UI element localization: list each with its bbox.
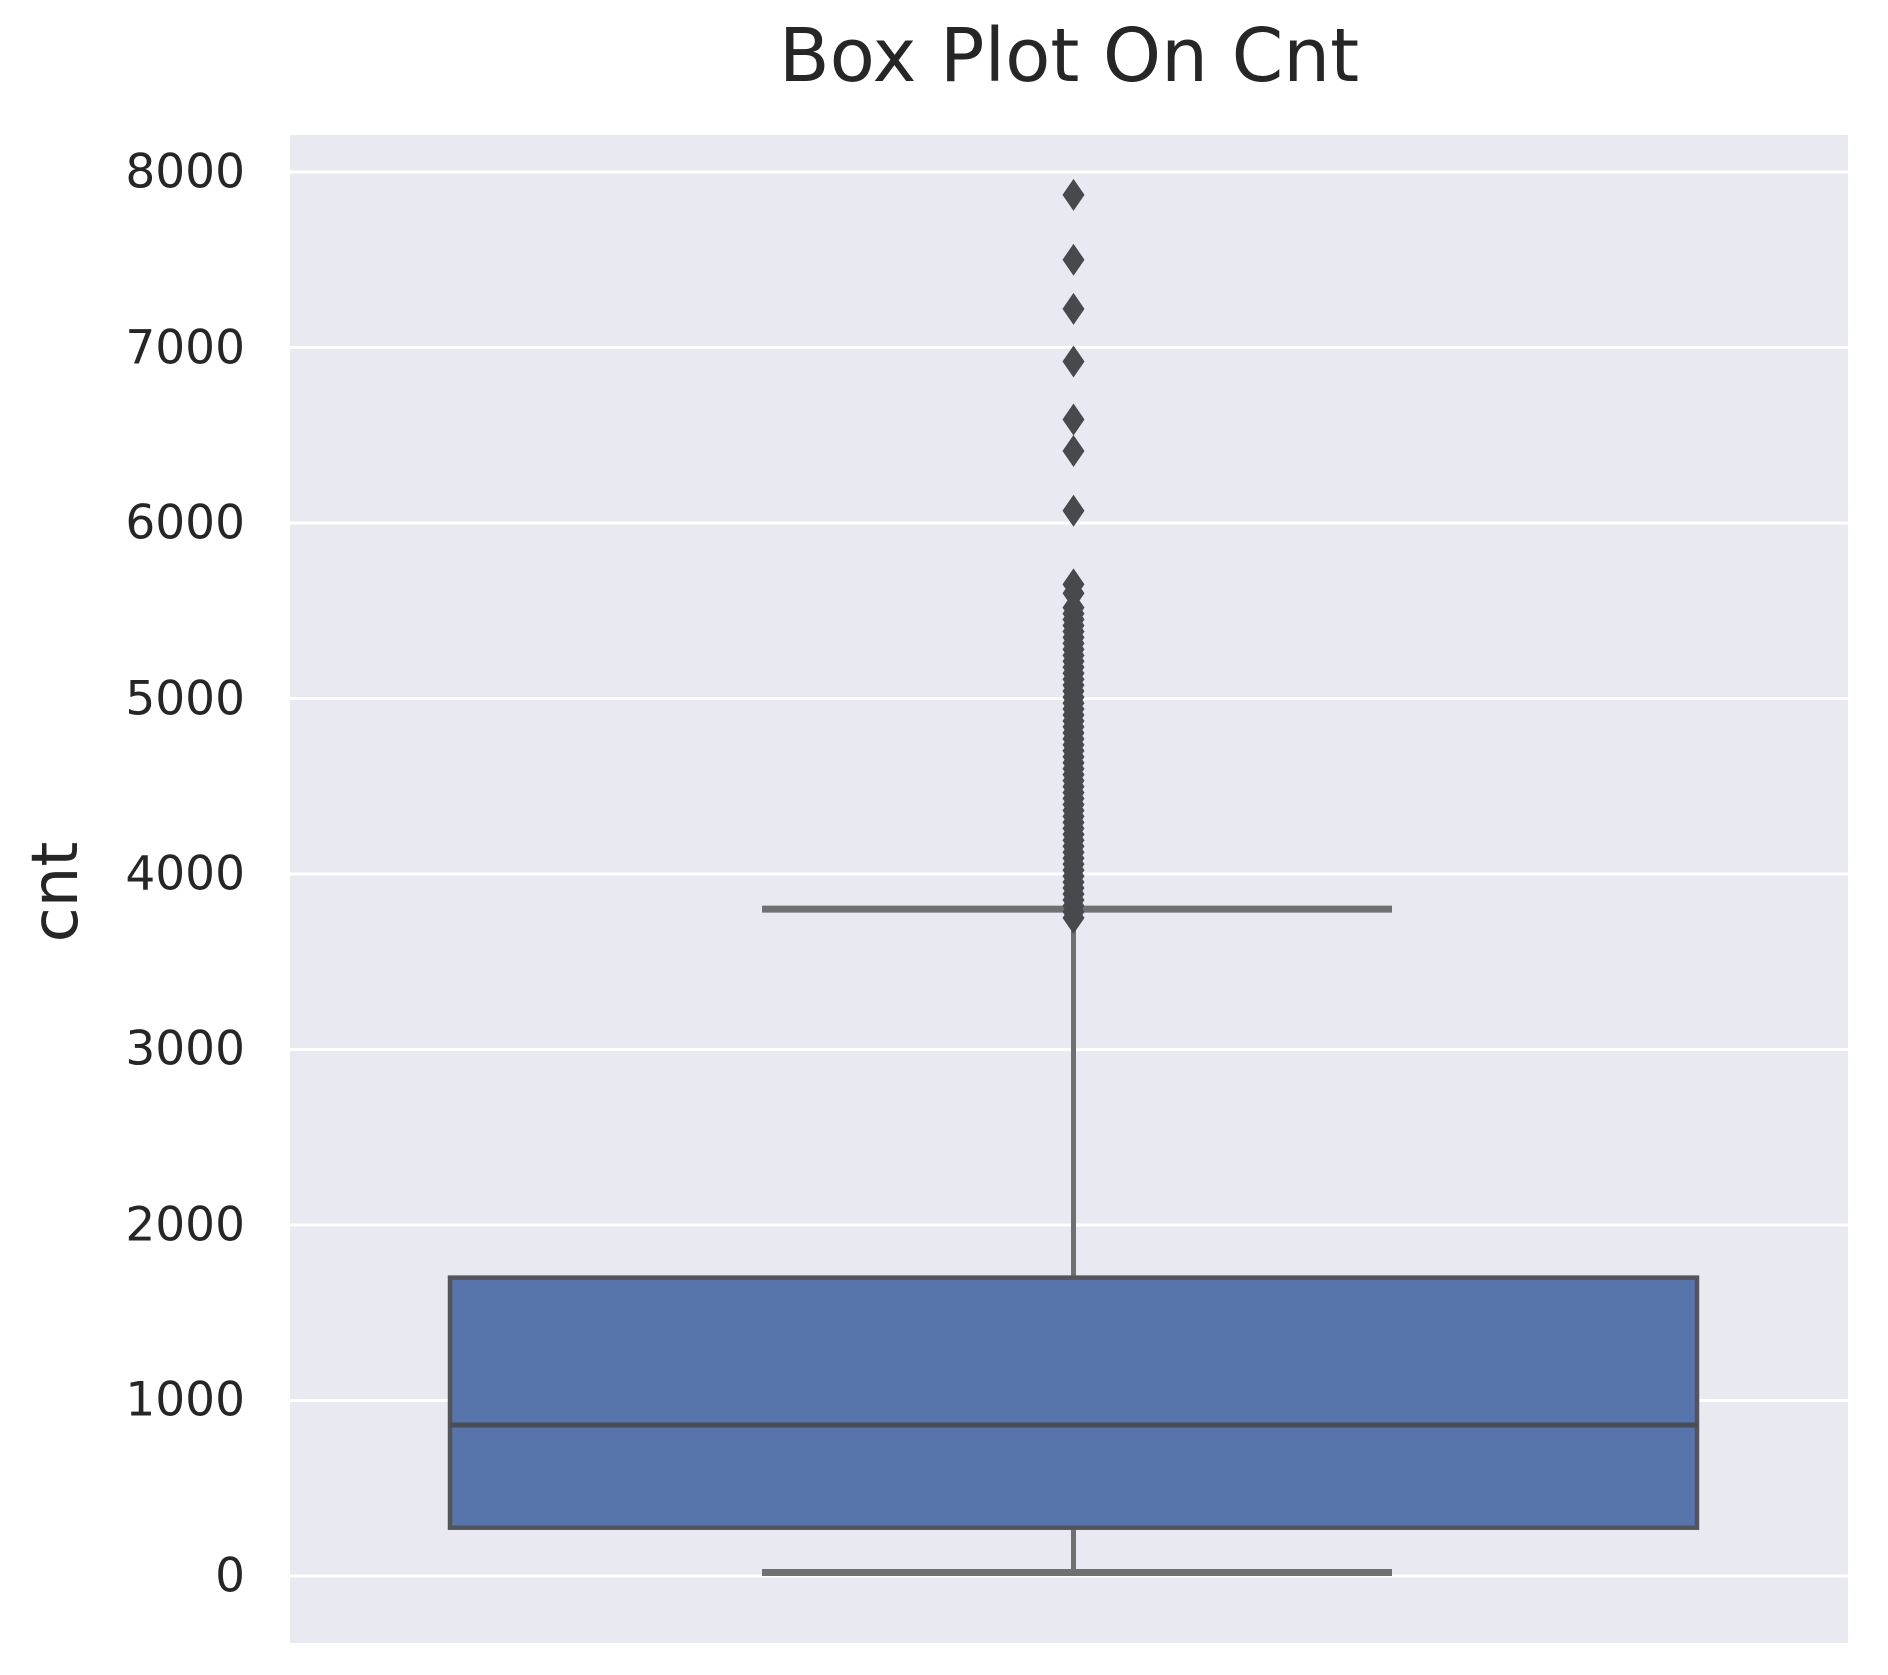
y-tick-label: 0: [215, 1548, 245, 1604]
y-tick-label: 4000: [125, 846, 245, 902]
outlier-diamond: [1062, 435, 1085, 468]
y-tick-label: 3000: [125, 1021, 245, 1077]
y-tick-label: 1000: [125, 1372, 245, 1428]
y-tick-label: 7000: [125, 320, 245, 376]
y-tick-label: 8000: [125, 144, 245, 200]
outlier-diamond: [1062, 178, 1085, 211]
outlier-diamond: [1062, 494, 1085, 527]
y-tick-label: 6000: [125, 495, 245, 551]
y-tick-label: 5000: [125, 671, 245, 726]
iqr-box: [447, 1275, 1700, 1530]
outlier-diamond: [1062, 345, 1085, 378]
outlier-diamond: [1062, 243, 1085, 276]
y-tick-label: 2000: [125, 1197, 245, 1253]
outlier-diamond: [1062, 577, 1085, 610]
outlier-diamond: [1062, 403, 1085, 436]
outlier-diamond: [1062, 292, 1085, 325]
chart-title: Box Plot On Cnt: [778, 13, 1360, 99]
